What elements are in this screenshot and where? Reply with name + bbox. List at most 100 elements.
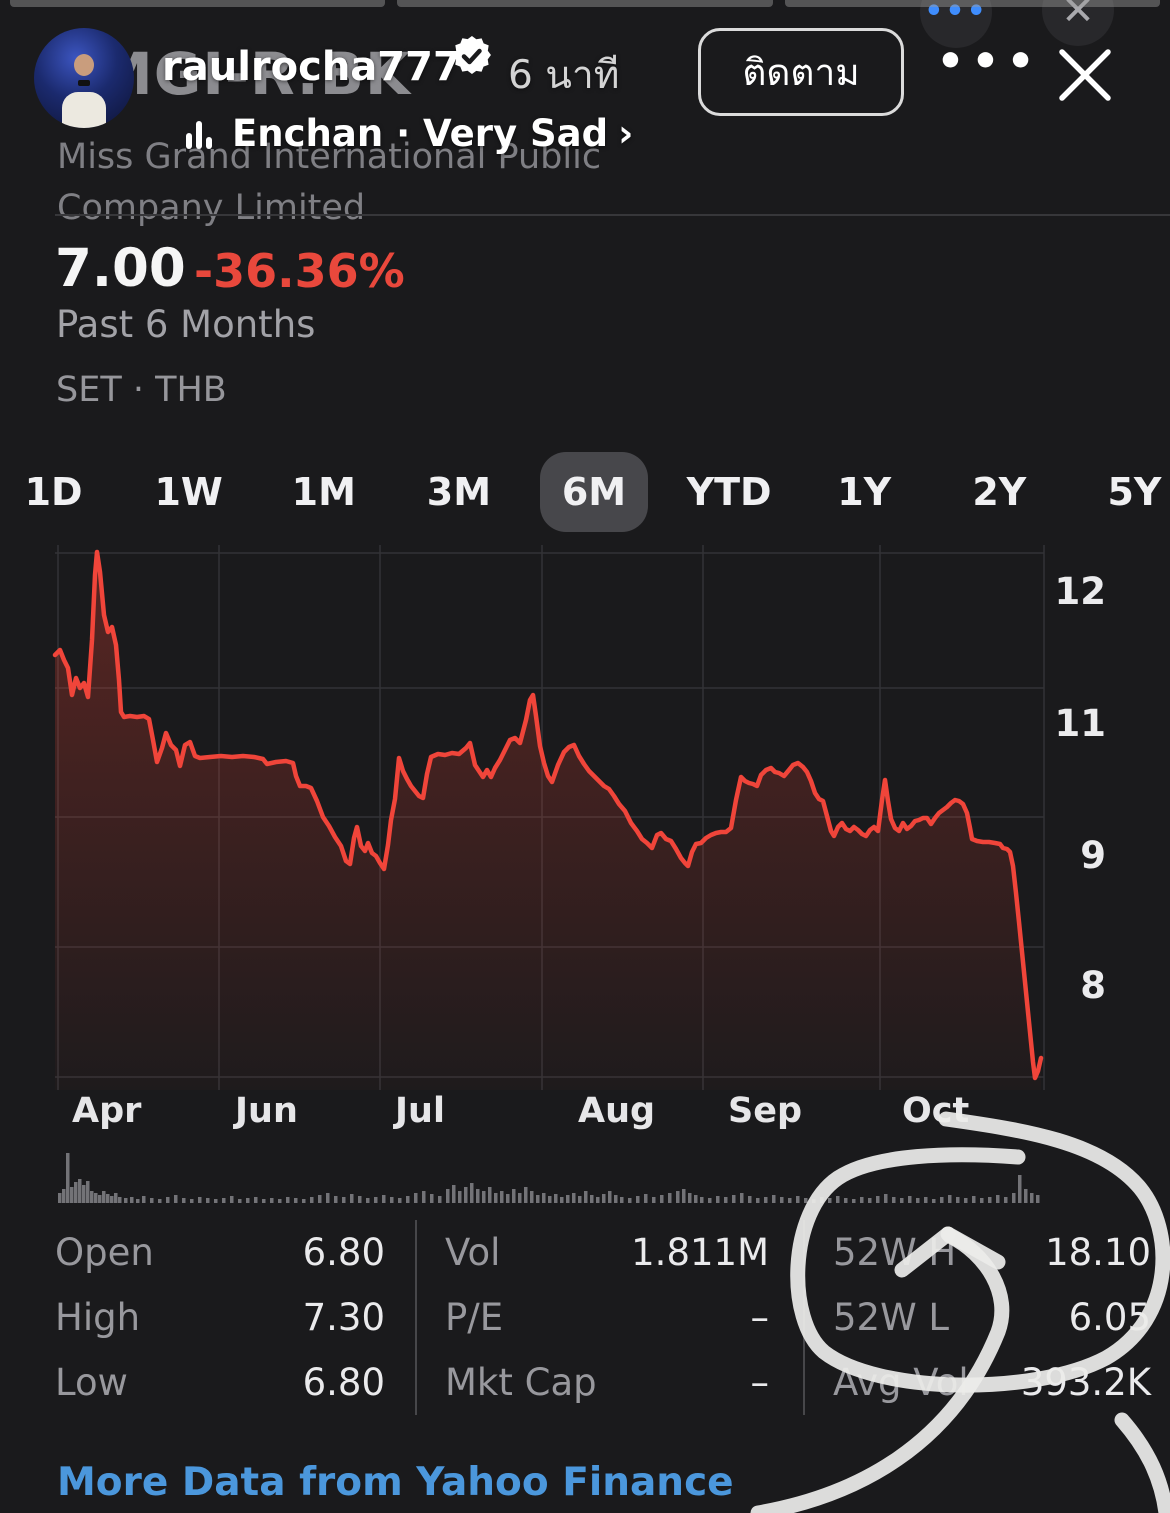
- volume-bar: [956, 1197, 960, 1203]
- chart-area-fill: [55, 552, 1041, 1090]
- volume-bar: [206, 1198, 210, 1203]
- tab-1m[interactable]: 1M: [256, 452, 391, 532]
- volume-bar: [334, 1196, 338, 1203]
- story-more-icon[interactable]: •••: [936, 36, 1042, 87]
- volume-bar: [446, 1189, 450, 1203]
- volume-bar: [590, 1195, 594, 1203]
- stat-row: High 7.30: [55, 1285, 385, 1350]
- volume-bar: [90, 1191, 94, 1203]
- avatar-figure-suit: [62, 92, 106, 128]
- volume-bar: [70, 1187, 74, 1203]
- avatar-figure-bowtie: [78, 80, 90, 86]
- tab-1d[interactable]: 1D: [0, 452, 121, 532]
- volume-bar: [518, 1193, 522, 1203]
- stat-row: Low 6.80: [55, 1350, 385, 1415]
- volume-bar: [908, 1196, 912, 1203]
- volume-bar: [560, 1197, 564, 1203]
- volume-bar: [302, 1199, 306, 1203]
- music-chevron-icon: ›: [618, 112, 634, 155]
- volume-bar: [756, 1198, 760, 1203]
- volume-bar: [530, 1191, 534, 1203]
- volume-bar: [980, 1198, 984, 1203]
- volume-bar: [74, 1182, 78, 1203]
- volume-bar: [868, 1198, 872, 1203]
- story-username[interactable]: raulrocha777: [162, 44, 461, 90]
- tab-6m[interactable]: 6M: [526, 452, 661, 532]
- volume-bar: [78, 1179, 82, 1203]
- volume-bar: [628, 1198, 632, 1203]
- volume-bar: [262, 1199, 266, 1203]
- yahoo-finance-link[interactable]: More Data from Yahoo Finance: [57, 1460, 734, 1505]
- volume-bar: [748, 1196, 752, 1203]
- y-axis-label: 12: [1055, 570, 1107, 613]
- volume-bar: [708, 1198, 712, 1203]
- x-axis-label: Jul: [393, 1091, 445, 1131]
- volume-bar: [780, 1197, 784, 1203]
- verified-badge-icon: [452, 36, 491, 74]
- volume-bar: [94, 1193, 98, 1203]
- stat-value: 6.80: [302, 1361, 385, 1404]
- tab-3m[interactable]: 3M: [391, 452, 526, 532]
- avatar-figure-head: [74, 54, 94, 76]
- volume-bar: [1004, 1197, 1008, 1203]
- volume-bar: [102, 1191, 106, 1203]
- volume-bar: [294, 1198, 298, 1203]
- tab-label: 1D: [24, 470, 83, 514]
- volume-bar: [62, 1189, 66, 1203]
- volume-bar: [676, 1191, 680, 1203]
- volume-bar: [596, 1197, 600, 1203]
- stat-value: 7.30: [302, 1296, 385, 1339]
- stat-label: 52W H: [833, 1231, 957, 1274]
- stats-column-2: Vol 1.811M P/E – Mkt Cap –: [415, 1220, 803, 1415]
- tab-ytd[interactable]: YTD: [662, 452, 797, 532]
- header-divider: [55, 214, 1170, 216]
- follow-button[interactable]: ติดตาม: [698, 28, 904, 116]
- story-progress-segment: [784, 0, 1160, 7]
- volume-bar: [286, 1197, 290, 1203]
- volume-bar: [82, 1185, 86, 1203]
- volume-bar: [382, 1195, 386, 1203]
- x-axis-label: Sep: [728, 1091, 802, 1131]
- stat-value: 6.05: [1068, 1296, 1151, 1339]
- volume-bar: [230, 1196, 234, 1203]
- volume-bar: [524, 1187, 528, 1203]
- volume-bar: [916, 1198, 920, 1203]
- volume-bar: [682, 1189, 686, 1203]
- volume-bar: [222, 1198, 226, 1203]
- stat-row: Open 6.80: [55, 1220, 385, 1285]
- volume-bar: [578, 1196, 582, 1203]
- stat-label: Open: [55, 1231, 154, 1274]
- stat-row: 52W H 18.10: [833, 1220, 1151, 1285]
- stats-column-3: 52W H 18.10 52W L 6.05 Avg Vol 393.2K: [803, 1220, 1170, 1415]
- volume-bar: [254, 1197, 258, 1203]
- story-close-icon[interactable]: [1054, 44, 1116, 106]
- volume-bar: [554, 1194, 558, 1203]
- volume-bar: [422, 1191, 426, 1203]
- x-axis-label: Aug: [578, 1091, 655, 1131]
- volume-bar: [512, 1189, 516, 1203]
- volume-bar: [190, 1199, 194, 1203]
- stat-label: Vol: [445, 1231, 501, 1274]
- app-more-icon: •••: [924, 0, 988, 29]
- volume-bar: [98, 1195, 102, 1203]
- tab-5y[interactable]: 5Y: [1067, 452, 1170, 532]
- volume-bar: [494, 1193, 498, 1203]
- story-music-row[interactable]: Enchan · Very Sad ›: [186, 112, 633, 155]
- stats-column-1: Open 6.80 High 7.30 Low 6.80: [0, 1220, 415, 1415]
- volume-bar: [86, 1181, 90, 1203]
- volume-bar: [142, 1196, 146, 1203]
- tab-2y[interactable]: 2Y: [932, 452, 1067, 532]
- volume-bar: [124, 1198, 128, 1203]
- tab-1w[interactable]: 1W: [121, 452, 256, 532]
- tab-label: 1W: [154, 470, 223, 514]
- volume-bar: [464, 1187, 468, 1203]
- volume-bar: [438, 1196, 442, 1203]
- tab-1y[interactable]: 1Y: [797, 452, 932, 532]
- volume-bar: [366, 1198, 370, 1203]
- volume-bar: [150, 1198, 154, 1203]
- volume-bar: [608, 1191, 612, 1203]
- avatar[interactable]: [34, 28, 134, 128]
- stat-value: 6.80: [302, 1231, 385, 1274]
- volume-bar: [700, 1197, 704, 1203]
- stat-label: Mkt Cap: [445, 1361, 597, 1404]
